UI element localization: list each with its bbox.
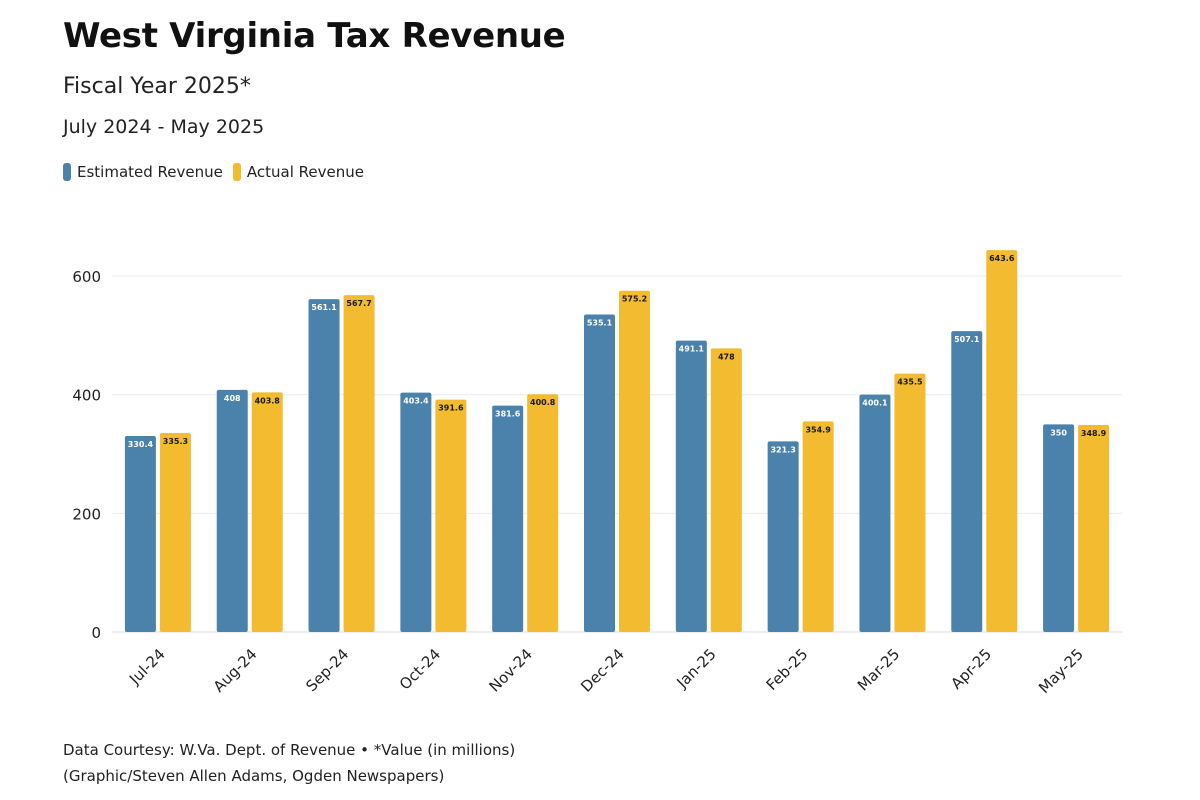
data-label-estimated: 321.3 [770, 445, 795, 454]
data-label-estimated: 400.1 [862, 399, 888, 408]
y-tick-label: 200 [72, 505, 101, 523]
x-tick-label: Oct-24 [396, 645, 444, 693]
bar-actual [802, 421, 834, 632]
data-label-estimated: 350 [1050, 428, 1067, 437]
chart-subtitle: Fiscal Year 2025* [63, 74, 251, 99]
data-label-actual: 567.7 [346, 299, 371, 308]
legend-item-estimated: Estimated Revenue [63, 163, 223, 181]
data-label-actual: 335.3 [163, 437, 188, 446]
data-label-actual: 478 [718, 352, 735, 361]
data-label-estimated: 330.4 [128, 440, 154, 449]
data-label-actual: 400.8 [530, 398, 556, 407]
x-tick-label: Jul-24 [125, 645, 169, 689]
data-label-estimated: 381.6 [495, 410, 521, 419]
x-tick-label: Dec-24 [577, 645, 628, 696]
bar-actual [159, 433, 191, 632]
data-label-estimated: 491.1 [679, 345, 705, 354]
chart-legend: Estimated Revenue Actual Revenue [63, 163, 364, 181]
legend-swatch-estimated [63, 163, 71, 181]
data-label-estimated: 561.1 [311, 303, 337, 312]
data-label-estimated: 507.1 [954, 335, 980, 344]
chart-period: July 2024 - May 2025 [63, 116, 265, 138]
bar-estimated [1043, 424, 1075, 632]
bar-estimated [216, 389, 248, 632]
bar-actual [986, 250, 1018, 632]
legend-label-estimated: Estimated Revenue [77, 163, 223, 181]
y-tick-label: 600 [72, 268, 101, 286]
x-tick-label: Sep-24 [302, 645, 352, 695]
data-label-actual: 354.9 [805, 425, 831, 434]
data-label-actual: 435.5 [897, 378, 923, 387]
bar-estimated [124, 435, 156, 632]
data-label-estimated: 403.4 [403, 397, 429, 406]
bar-estimated [400, 392, 432, 632]
bar-actual [527, 394, 559, 632]
data-label-estimated: 535.1 [587, 319, 613, 328]
legend-swatch-actual [232, 163, 241, 181]
y-tick-label: 400 [72, 387, 101, 405]
y-tick-label: 0 [91, 624, 101, 642]
bar-estimated [308, 299, 340, 632]
bar-actual [1078, 424, 1110, 632]
x-tick-label: Aug-24 [210, 645, 261, 696]
bar-estimated [951, 331, 983, 632]
bar-actual [343, 295, 375, 632]
data-label-actual: 575.2 [622, 295, 647, 304]
legend-label-actual: Actual Revenue [246, 163, 364, 181]
x-tick-label: Mar-25 [854, 645, 903, 694]
x-tick-label: Feb-25 [763, 645, 812, 694]
data-label-actual: 643.6 [989, 254, 1015, 263]
data-label-actual: 403.8 [255, 396, 281, 405]
x-tick-label: May-25 [1035, 645, 1087, 697]
footer-source: Data Courtesy: W.Va. Dept. of Revenue • … [63, 741, 516, 759]
data-label-estimated: 408 [224, 394, 241, 403]
x-tick-label: Apr-25 [947, 645, 995, 693]
legend-item-actual: Actual Revenue [232, 163, 364, 181]
data-label-actual: 391.6 [438, 404, 464, 413]
bar-estimated [492, 405, 524, 632]
bar-estimated [584, 314, 615, 632]
x-tick-label: Jan-25 [673, 645, 720, 692]
bar-actual [619, 290, 650, 632]
bar-actual [894, 373, 926, 632]
bar-actual [710, 348, 742, 632]
data-label-actual: 348.9 [1081, 429, 1107, 438]
bar-estimated [767, 441, 799, 632]
bar-estimated [859, 394, 891, 632]
x-tick-label: Nov-24 [486, 645, 536, 695]
footer-credit: (Graphic/Steven Allen Adams, Ogden Newsp… [63, 767, 445, 785]
bar-actual [435, 399, 467, 632]
bar-actual [251, 392, 283, 632]
chart-title: West Virginia Tax Revenue [63, 16, 566, 56]
chart-footer: Data Courtesy: W.Va. Dept. of Revenue • … [63, 737, 515, 789]
bar-estimated [675, 340, 707, 632]
